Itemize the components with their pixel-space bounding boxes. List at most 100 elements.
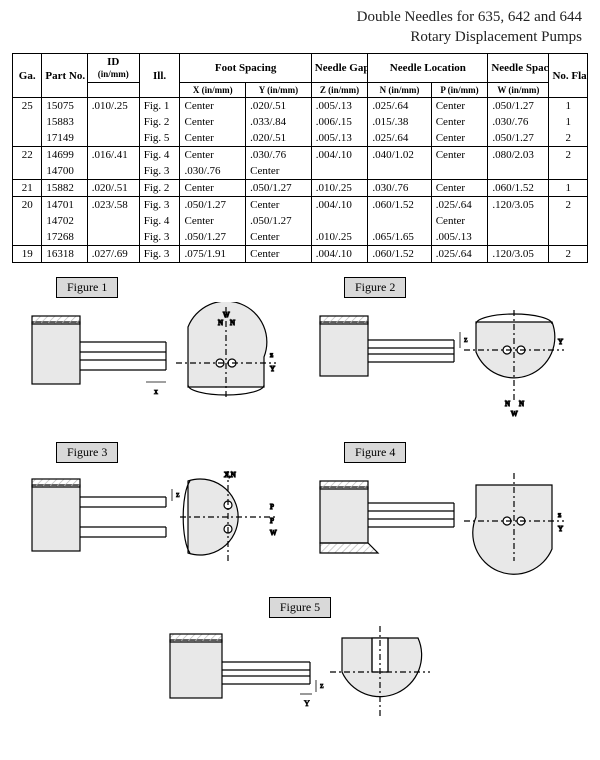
cell-z: .010/.25 (311, 229, 368, 246)
figure-2: Figure 2 z (314, 277, 574, 422)
svg-text:z: z (464, 335, 468, 344)
cell-w: .120/3.05 (488, 246, 549, 263)
cell-y: Center (246, 229, 312, 246)
svg-text:z: z (270, 351, 273, 359)
table-row: 14702Fig. 4Center.050/1.27Center (13, 213, 588, 229)
cell-z (311, 163, 368, 180)
cell-flats: 1 (549, 180, 588, 197)
cell-n: .030/.76 (368, 180, 431, 197)
cell-id (87, 130, 139, 147)
col-z: Z (in/mm) (311, 83, 368, 98)
cell-n: .015/.38 (368, 114, 431, 130)
col-needle-gap: Needle Gap (311, 54, 368, 83)
cell-id: .023/.58 (87, 197, 139, 214)
cell-y: .020/.51 (246, 98, 312, 115)
col-x: X (in/mm) (180, 83, 246, 98)
cell-p: .025/.64 (431, 246, 488, 263)
cell-x: Center (180, 147, 246, 164)
cell-ill: Fig. 3 (139, 163, 180, 180)
cell-ill: Fig. 2 (139, 114, 180, 130)
cell-id (87, 163, 139, 180)
cell-w (488, 229, 549, 246)
spec-table: Ga. Part No. ID(in/mm) Ill. Foot Spacing… (12, 53, 588, 263)
cell-p: .005/.13 (431, 229, 488, 246)
svg-text:Y: Y (558, 525, 563, 533)
cell-x: Center (180, 114, 246, 130)
col-needle-spacing: Needle Spacing (488, 54, 549, 83)
cell-n: .060/1.52 (368, 197, 431, 214)
cell-part: 17268 (42, 229, 87, 246)
cell-n: .065/1.65 (368, 229, 431, 246)
cell-ga (13, 213, 42, 229)
figure-3: Figure 3 z (26, 442, 286, 577)
table-row: 17268Fig. 3.050/1.27Center.010/.25.065/1… (13, 229, 588, 246)
cell-part: 14701 (42, 197, 87, 214)
cell-part: 16318 (42, 246, 87, 263)
col-p: P (in/mm) (431, 83, 488, 98)
cell-ga (13, 229, 42, 246)
cell-flats: 2 (549, 197, 588, 214)
cell-ga: 25 (13, 98, 42, 115)
cell-z: .004/.10 (311, 246, 368, 263)
figure-4-svg: z Y (314, 467, 574, 577)
cell-flats: 2 (549, 246, 588, 263)
cell-flats: 2 (549, 130, 588, 147)
cell-p: Center (431, 180, 488, 197)
svg-text:P: P (270, 503, 274, 511)
cell-ill: Fig. 1 (139, 98, 180, 115)
svg-text:W: W (223, 311, 230, 319)
cell-part: 15882 (42, 180, 87, 197)
cell-ill: Fig. 4 (139, 213, 180, 229)
figure-1: Figure 1 (26, 277, 286, 422)
cell-part: 14699 (42, 147, 87, 164)
cell-flats: 2 (549, 147, 588, 164)
figure-2-label: Figure 2 (344, 277, 406, 298)
table-row: 2014701.023/.58Fig. 3.050/1.27Center.004… (13, 197, 588, 214)
cell-ill: Fig. 3 (139, 229, 180, 246)
cell-ill: Fig. 3 (139, 197, 180, 214)
svg-text:W: W (511, 410, 518, 418)
figure-5: Figure 5 Y z (150, 597, 450, 732)
col-foot-spacing: Foot Spacing (180, 54, 311, 83)
cell-p: Center (431, 147, 488, 164)
cell-part: 15883 (42, 114, 87, 130)
title-line-1: Double Needles for 635, 642 and 644 (357, 9, 582, 25)
cell-x: .075/1.91 (180, 246, 246, 263)
cell-p: Center (431, 213, 488, 229)
col-ga: Ga. (13, 54, 42, 98)
figure-1-svg: x W NN zY (26, 302, 286, 412)
svg-text:z: z (558, 511, 561, 519)
cell-p: Center (431, 130, 488, 147)
cell-part: 14700 (42, 163, 87, 180)
col-flats: No. Flats (549, 54, 588, 98)
cell-p (431, 163, 488, 180)
cell-ga: 20 (13, 197, 42, 214)
cell-ill: Fig. 3 (139, 246, 180, 263)
col-y: Y (in/mm) (246, 83, 312, 98)
page-title: Double Needles for 635, 642 and 644 Rota… (12, 8, 582, 47)
figure-3-label: Figure 3 (56, 442, 118, 463)
cell-z: .005/.13 (311, 130, 368, 147)
svg-text:P: P (270, 517, 274, 525)
cell-y: .033/.84 (246, 114, 312, 130)
figures: Figure 1 (12, 277, 588, 732)
svg-text:Y: Y (304, 699, 310, 708)
cell-z (311, 213, 368, 229)
cell-x: Center (180, 213, 246, 229)
table-row: 1916318.027/.69Fig. 3.075/1.91Center.004… (13, 246, 588, 263)
svg-text:N: N (218, 319, 223, 327)
cell-ga: 21 (13, 180, 42, 197)
cell-y: .020/.51 (246, 130, 312, 147)
cell-w: .120/3.05 (488, 197, 549, 214)
figure-2-svg: z Y NN W (314, 302, 574, 422)
cell-y: .050/1.27 (246, 180, 312, 197)
col-n: N (in/mm) (368, 83, 431, 98)
table-row: 2214699.016/.41Fig. 4Center.030/.76.004/… (13, 147, 588, 164)
cell-ga: 19 (13, 246, 42, 263)
col-part: Part No. (42, 54, 87, 98)
cell-z: .005/.13 (311, 98, 368, 115)
table-row: 17149Fig. 5Center.020/.51.005/.13.025/.6… (13, 130, 588, 147)
cell-id (87, 114, 139, 130)
table-row: 14700Fig. 3.030/.76Center (13, 163, 588, 180)
cell-part: 14702 (42, 213, 87, 229)
